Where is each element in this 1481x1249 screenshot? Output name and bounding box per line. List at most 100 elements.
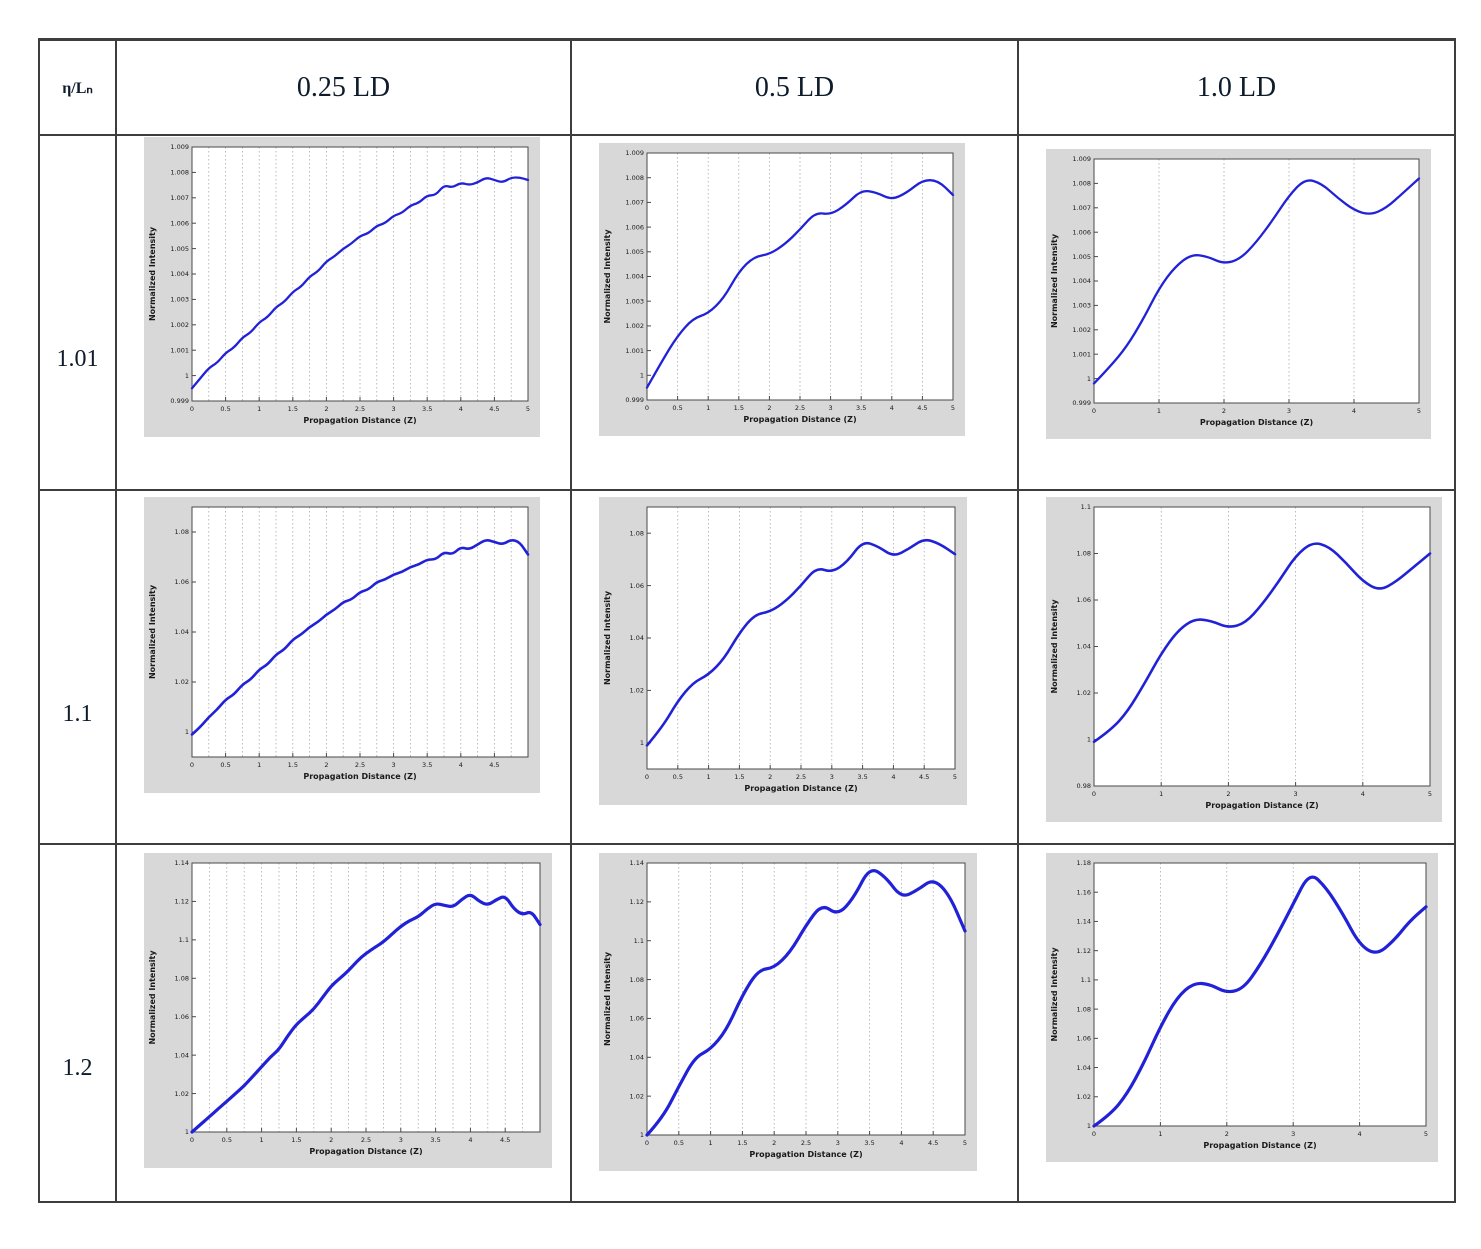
svg-text:1.08: 1.08 [1077,550,1091,558]
svg-text:2: 2 [1225,1130,1229,1138]
svg-text:1.16: 1.16 [1077,888,1091,896]
svg-text:1.04: 1.04 [175,628,189,636]
svg-text:1.02: 1.02 [175,1090,189,1098]
svg-text:Normalized Intensity: Normalized Intensity [603,590,612,685]
svg-text:1.003: 1.003 [625,297,644,305]
chart-cell-r1c2: 0 0.5 1 1.5 2 2.5 3 3.5 4 4.5 5 0.999 1 1.001 1.002 1.0… [572,136,1019,491]
svg-text:1.14: 1.14 [630,859,644,867]
svg-text:0.98: 0.98 [1077,782,1091,790]
svg-text:1: 1 [709,1139,713,1147]
svg-text:1: 1 [185,372,189,380]
svg-text:3.5: 3.5 [422,761,432,769]
svg-text:4.5: 4.5 [489,761,499,769]
svg-text:0: 0 [1092,1130,1096,1138]
chart-r3c3: 0 1 2 3 4 511.021.041.061.081.11.121.141.161.… [1046,853,1438,1162]
svg-text:3: 3 [1287,407,1291,415]
chart-r1c2: 0 0.5 1 1.5 2 2.5 3 3.5 4 4.5 5 0.999 1 1.001 1.002 1.0… [599,143,965,436]
svg-text:1.009: 1.009 [625,149,644,157]
svg-text:3.5: 3.5 [422,405,432,413]
svg-text:4.5: 4.5 [489,405,499,413]
svg-text:Propagation Distance (Z): Propagation Distance (Z) [1200,418,1313,427]
row-header-12: 1.2 [40,845,117,1201]
svg-text:1: 1 [185,1128,189,1136]
svg-text:0: 0 [190,1136,194,1144]
svg-text:1: 1 [1158,1130,1162,1138]
svg-text:1.1: 1.1 [634,937,644,945]
svg-text:1.005: 1.005 [1072,253,1091,261]
svg-text:Propagation Distance (Z): Propagation Distance (Z) [743,415,856,424]
svg-text:1.001: 1.001 [625,347,644,355]
svg-text:2: 2 [1226,790,1230,798]
svg-text:1.06: 1.06 [1077,1035,1091,1043]
svg-text:Normalized Intensity: Normalized Intensity [148,950,157,1045]
svg-text:4: 4 [468,1136,472,1144]
svg-text:1.12: 1.12 [630,898,644,906]
svg-text:0: 0 [645,773,649,781]
svg-text:2: 2 [1222,407,1226,415]
svg-text:2.5: 2.5 [355,405,365,413]
svg-text:1.1: 1.1 [1081,503,1091,511]
svg-text:2.5: 2.5 [796,773,806,781]
svg-text:3: 3 [830,773,834,781]
svg-text:1.5: 1.5 [737,1139,747,1147]
svg-text:2: 2 [767,404,771,412]
svg-text:1.18: 1.18 [1077,859,1091,867]
svg-text:2.5: 2.5 [801,1139,811,1147]
svg-text:1: 1 [260,1136,264,1144]
svg-text:1: 1 [640,739,644,747]
svg-text:5: 5 [1428,790,1432,798]
svg-text:1.02: 1.02 [1077,689,1091,697]
svg-text:1.02: 1.02 [630,687,644,695]
svg-text:1.008: 1.008 [170,169,189,177]
svg-text:1.003: 1.003 [170,296,189,304]
svg-text:0.999: 0.999 [170,397,189,405]
svg-text:1.006: 1.006 [1072,228,1091,236]
svg-text:1.5: 1.5 [734,773,744,781]
svg-text:1.003: 1.003 [1072,302,1091,310]
svg-text:1.08: 1.08 [175,528,189,536]
svg-text:3.5: 3.5 [856,404,866,412]
svg-text:5: 5 [526,405,530,413]
svg-text:1.001: 1.001 [170,346,189,354]
svg-text:1.06: 1.06 [1077,596,1091,604]
svg-text:0.999: 0.999 [1072,399,1091,407]
row-header-101: 1.01 [40,136,117,491]
corner-header-cell: η/Lₙ [40,41,117,136]
svg-text:4.5: 4.5 [919,773,929,781]
svg-text:1: 1 [257,761,261,769]
chart-r2c2: 0 0.5 1 1.5 2 2.5 3 3.5 4 4.5 5 1 1.02 1.04 1.06 1.08 Pr… [599,497,967,805]
svg-text:1: 1 [640,372,644,380]
svg-text:1.005: 1.005 [170,245,189,253]
svg-text:Propagation Distance (Z): Propagation Distance (Z) [1205,801,1318,810]
svg-text:1: 1 [1087,375,1091,383]
chart-cell-r1c3: 0 1 2 3 4 5 0.999 1 1.001 1.002 1.003 1.004 1.005 1.0… [1019,136,1454,491]
column-header-label: 0.25 LD [296,71,391,103]
column-header-10ld: 1.0 LD [1019,41,1454,136]
svg-text:Normalized Intensity: Normalized Intensity [1050,599,1059,694]
svg-text:Propagation Distance (Z): Propagation Distance (Z) [303,772,416,781]
svg-text:0.5: 0.5 [674,1139,684,1147]
svg-text:1.002: 1.002 [170,321,189,329]
svg-text:4: 4 [890,404,894,412]
svg-text:1.02: 1.02 [630,1092,644,1100]
svg-text:Propagation Distance (Z): Propagation Distance (Z) [303,416,416,425]
svg-text:1: 1 [1087,736,1091,744]
chart-cell-r2c2: 0 0.5 1 1.5 2 2.5 3 3.5 4 4.5 5 1 1.02 1.04 1.06 1.08 Pr… [572,491,1019,845]
svg-text:1.1: 1.1 [1081,976,1091,984]
chart-cell-r2c3: 0 1 2 3 4 5 0.98 1 1.02 1.04 1.06 1.08 1.1 Propagatio… [1019,491,1454,845]
svg-text:4: 4 [891,773,895,781]
svg-text:0.5: 0.5 [673,773,683,781]
svg-text:4: 4 [899,1139,903,1147]
svg-text:1.004: 1.004 [625,273,644,281]
chart-cell-r2c1: 0 0.5 1 1.5 2 2.5 3 3.5 4 4.5 1 1.02 1.04 1.06 1.08 Pro… [117,491,572,845]
svg-text:1.008: 1.008 [1072,180,1091,188]
results-table: η/Lₙ 0.25 LD 0.5 LD 1.0 LD 1.01 0 0.5 1 1.5… [38,38,1456,1203]
svg-text:Normalized Intensity: Normalized Intensity [603,229,612,324]
svg-text:1: 1 [1159,790,1163,798]
chart-r2c3: 0 1 2 3 4 5 0.98 1 1.02 1.04 1.06 1.08 1.1 Propagatio… [1046,497,1442,822]
chart-cell-r3c2: 0 0.5 1 1.5 2 2.5 3 3.5 4 4.5 5 1 1.02 1.04 1.06 1.08 1.… [572,845,1019,1201]
svg-text:0: 0 [190,405,194,413]
svg-text:Normalized Intensity: Normalized Intensity [148,226,157,321]
svg-text:3: 3 [392,761,396,769]
